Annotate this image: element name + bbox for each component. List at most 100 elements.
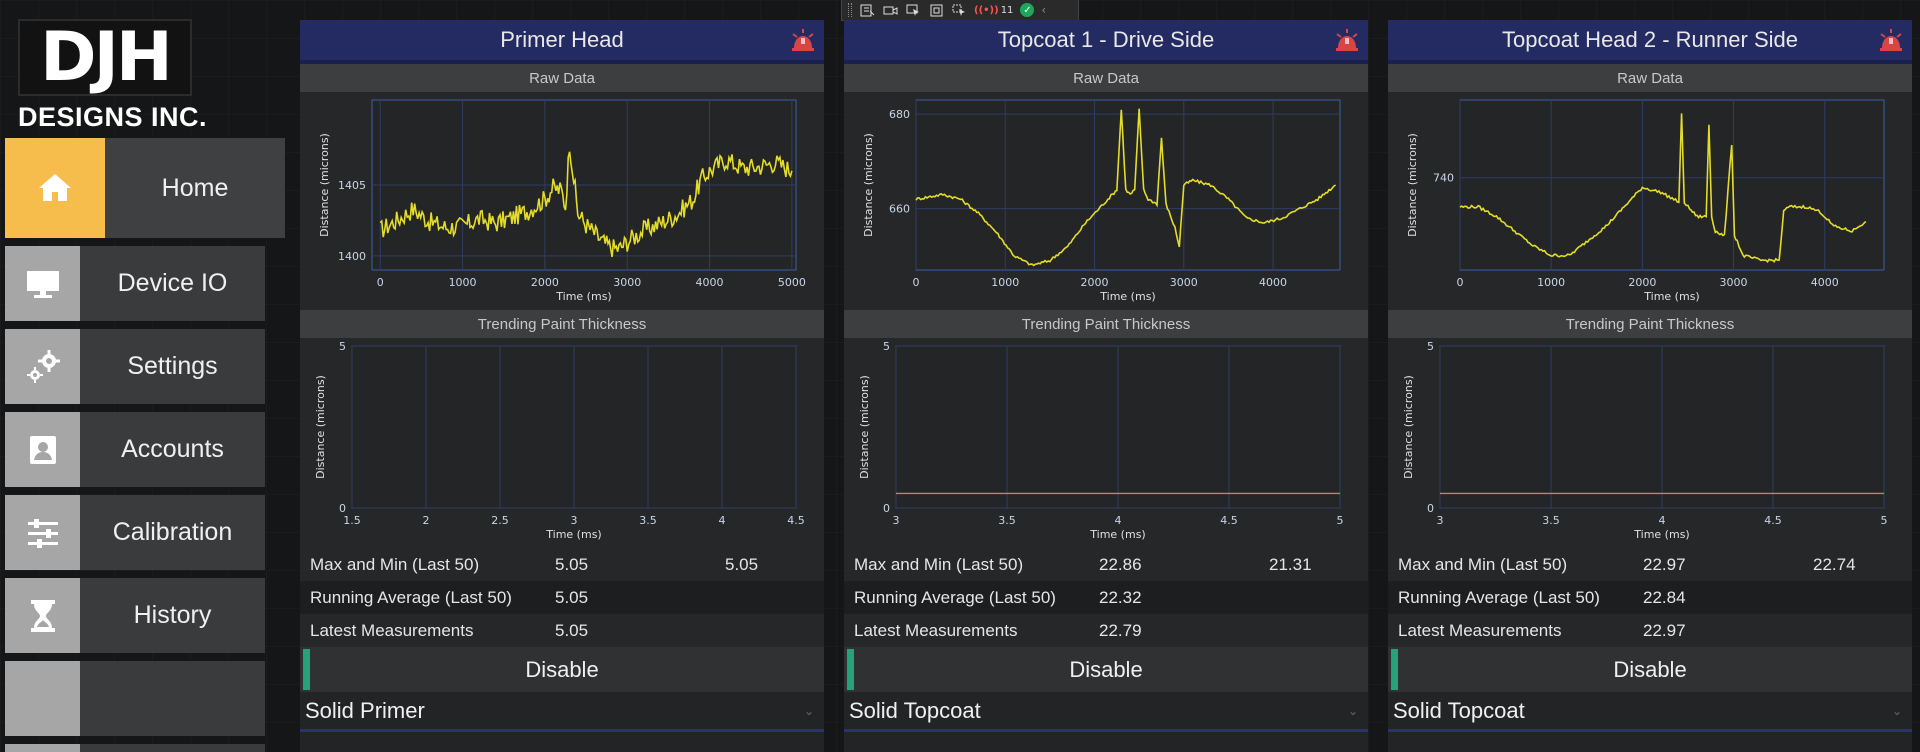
toolbar-grip[interactable] xyxy=(848,3,852,17)
trend-chart: 3 3.5 4 4.5 5 0 5 Time (ms) Distance (microns) xyxy=(1388,338,1912,548)
plot-area xyxy=(915,99,1341,271)
y-tick-label: 740 xyxy=(1433,172,1454,185)
nav-item-history[interactable]: History xyxy=(5,578,265,653)
x-tick-label: 2000 xyxy=(531,276,559,289)
alarm-icon[interactable] xyxy=(1334,28,1360,52)
disable-button[interactable]: Disable xyxy=(1388,647,1912,692)
disable-button[interactable]: Disable xyxy=(300,647,824,692)
nav-item-settings[interactable]: Settings xyxy=(5,329,265,404)
panel-primer-head: Primer Head Raw Data 0 1000 2000 3000 4000 5000… xyxy=(300,20,824,752)
frame-icon[interactable] xyxy=(859,3,875,18)
raw-chart-svg: 0 1000 2000 3000 4000 660 680 Time (ms) Distance… xyxy=(862,99,1341,303)
mode-select[interactable]: Solid Primer ⌄ xyxy=(300,692,824,732)
mode-select[interactable]: Solid Topcoat ⌄ xyxy=(1388,692,1912,732)
raw-chart-svg: 0 1000 2000 3000 4000 5000 1400 1405 Time (ms) Di… xyxy=(318,99,806,303)
alarm-icon[interactable] xyxy=(1878,28,1904,52)
contact-card-icon xyxy=(5,412,80,487)
x-axis-title: Time (ms) xyxy=(1643,290,1699,303)
x-tick-label: 0 xyxy=(1457,276,1464,289)
hot-reload-count: 11 xyxy=(1000,4,1014,16)
x-axis-title: Time (ms) xyxy=(1633,528,1689,541)
enabled-indicator xyxy=(303,649,310,690)
panel-topcoat-runner-side: Topcoat Head 2 - Runner Side Raw Data 0 100… xyxy=(1388,20,1912,752)
stat-row: Running Average (Last 50) 22.84 xyxy=(1388,581,1912,614)
y-tick-label: 0 xyxy=(1427,502,1434,515)
y-axis-title: Distance (microns) xyxy=(858,375,871,479)
raw-data-label: Raw Data xyxy=(1388,64,1912,92)
x-tick-label: 1000 xyxy=(991,276,1019,289)
pointer-icon[interactable] xyxy=(905,3,921,18)
stat-value-secondary: 22.74 xyxy=(1813,554,1856,574)
alarm-icon[interactable] xyxy=(790,28,816,52)
x-tick-label: 1000 xyxy=(1537,276,1565,289)
disable-button-label: Disable xyxy=(1069,656,1143,682)
trend-label: Trending Paint Thickness xyxy=(300,310,824,338)
stat-value: 22.79 xyxy=(1099,620,1142,640)
raw-series-line xyxy=(1459,113,1867,263)
hourglass-icon xyxy=(5,578,80,653)
nav-item-calibration[interactable]: Calibration xyxy=(5,495,265,570)
y-tick-label: 660 xyxy=(889,203,910,216)
x-tick-label: 2000 xyxy=(1628,276,1656,289)
nav-item-accounts[interactable]: Accounts xyxy=(5,412,265,487)
stat-label: Max and Min (Last 50) xyxy=(1398,554,1568,574)
x-tick-label: 3000 xyxy=(613,276,641,289)
nav-label-history: History xyxy=(133,601,212,629)
y-tick-label: 5 xyxy=(1427,340,1434,353)
hot-reload-icon[interactable]: ((•)) 11 xyxy=(974,4,1014,16)
home-icon xyxy=(5,138,105,238)
x-tick-label: 3.5 xyxy=(1542,514,1560,527)
x-tick-label: 1000 xyxy=(449,276,477,289)
nav-item-home[interactable]: Home xyxy=(5,138,285,238)
nav-label-calibration: Calibration xyxy=(112,518,233,546)
panel-title: Primer Head xyxy=(500,27,624,52)
nav-item-device-io[interactable]: Device IO xyxy=(5,246,265,321)
stat-value: 22.32 xyxy=(1099,587,1142,607)
collapse-chevron-icon[interactable]: ‹ xyxy=(1041,3,1047,17)
mode-select[interactable]: Solid Topcoat ⌄ xyxy=(844,692,1368,732)
stat-label: Latest Measurements xyxy=(310,620,474,640)
x-axis-title: Time (ms) xyxy=(1099,290,1155,303)
company-logo: DJH DESIGNS INC. xyxy=(18,19,207,133)
y-tick-label: 680 xyxy=(889,108,910,121)
disable-button-label: Disable xyxy=(1613,656,1687,682)
company-name: DESIGNS INC. xyxy=(18,102,208,132)
stats-table: Max and Min (Last 50) 22.86 21.31 Running A… xyxy=(844,548,1368,647)
trend-chart-svg: 3 3.5 4 4.5 5 0 5 Time (ms) Distance (microns) xyxy=(1402,340,1888,541)
video-icon[interactable] xyxy=(882,3,898,18)
mode-select-value: Solid Primer xyxy=(305,697,425,723)
element-icon[interactable] xyxy=(951,3,967,18)
nav-label-device-io: Device IO xyxy=(117,269,228,297)
checkmark-icon[interactable]: ✓ xyxy=(1020,3,1035,17)
stat-row: Max and Min (Last 50) 22.86 21.31 xyxy=(844,548,1368,581)
disable-button-label: Disable xyxy=(525,656,599,682)
nav-label-accounts: Accounts xyxy=(121,435,224,463)
disable-button[interactable]: Disable xyxy=(844,647,1368,692)
stat-row: Max and Min (Last 50) 5.05 5.05 xyxy=(300,548,824,581)
y-tick-label: 0 xyxy=(883,502,890,515)
y-tick-label: 1400 xyxy=(338,250,366,263)
x-tick-label: 3000 xyxy=(1720,276,1748,289)
raw-data-label: Raw Data xyxy=(300,64,824,92)
x-tick-label: 4 xyxy=(1115,514,1122,527)
select-box-icon[interactable] xyxy=(928,3,944,18)
stat-label: Running Average (Last 50) xyxy=(310,587,512,607)
x-tick-label: 5 xyxy=(1337,514,1344,527)
stat-value-secondary: 21.31 xyxy=(1269,554,1312,574)
enabled-indicator xyxy=(847,649,854,690)
nav-label-home: Home xyxy=(161,173,229,202)
stat-label: Latest Measurements xyxy=(1398,620,1562,640)
sliders-icon xyxy=(5,495,80,570)
logo-mark: DJH xyxy=(18,19,192,96)
x-tick-label: 4 xyxy=(1659,514,1666,527)
nav-item-partial[interactable] xyxy=(5,744,265,752)
x-tick-label: 3.5 xyxy=(639,514,657,527)
x-axis-title: Time (ms) xyxy=(1089,528,1145,541)
raw-data-chart: 0 1000 2000 3000 4000 5000 1400 1405 Time (ms) Di… xyxy=(300,92,824,310)
logo-text: DJH xyxy=(40,17,173,97)
nav-item-blank[interactable] xyxy=(5,661,265,736)
y-axis-title: Distance (microns) xyxy=(862,133,875,237)
raw-data-chart: 0 1000 2000 3000 4000 740 Time (ms) Distance (m… xyxy=(1388,92,1912,310)
stat-value: 22.97 xyxy=(1643,554,1686,574)
x-tick-label: 2.5 xyxy=(491,514,509,527)
